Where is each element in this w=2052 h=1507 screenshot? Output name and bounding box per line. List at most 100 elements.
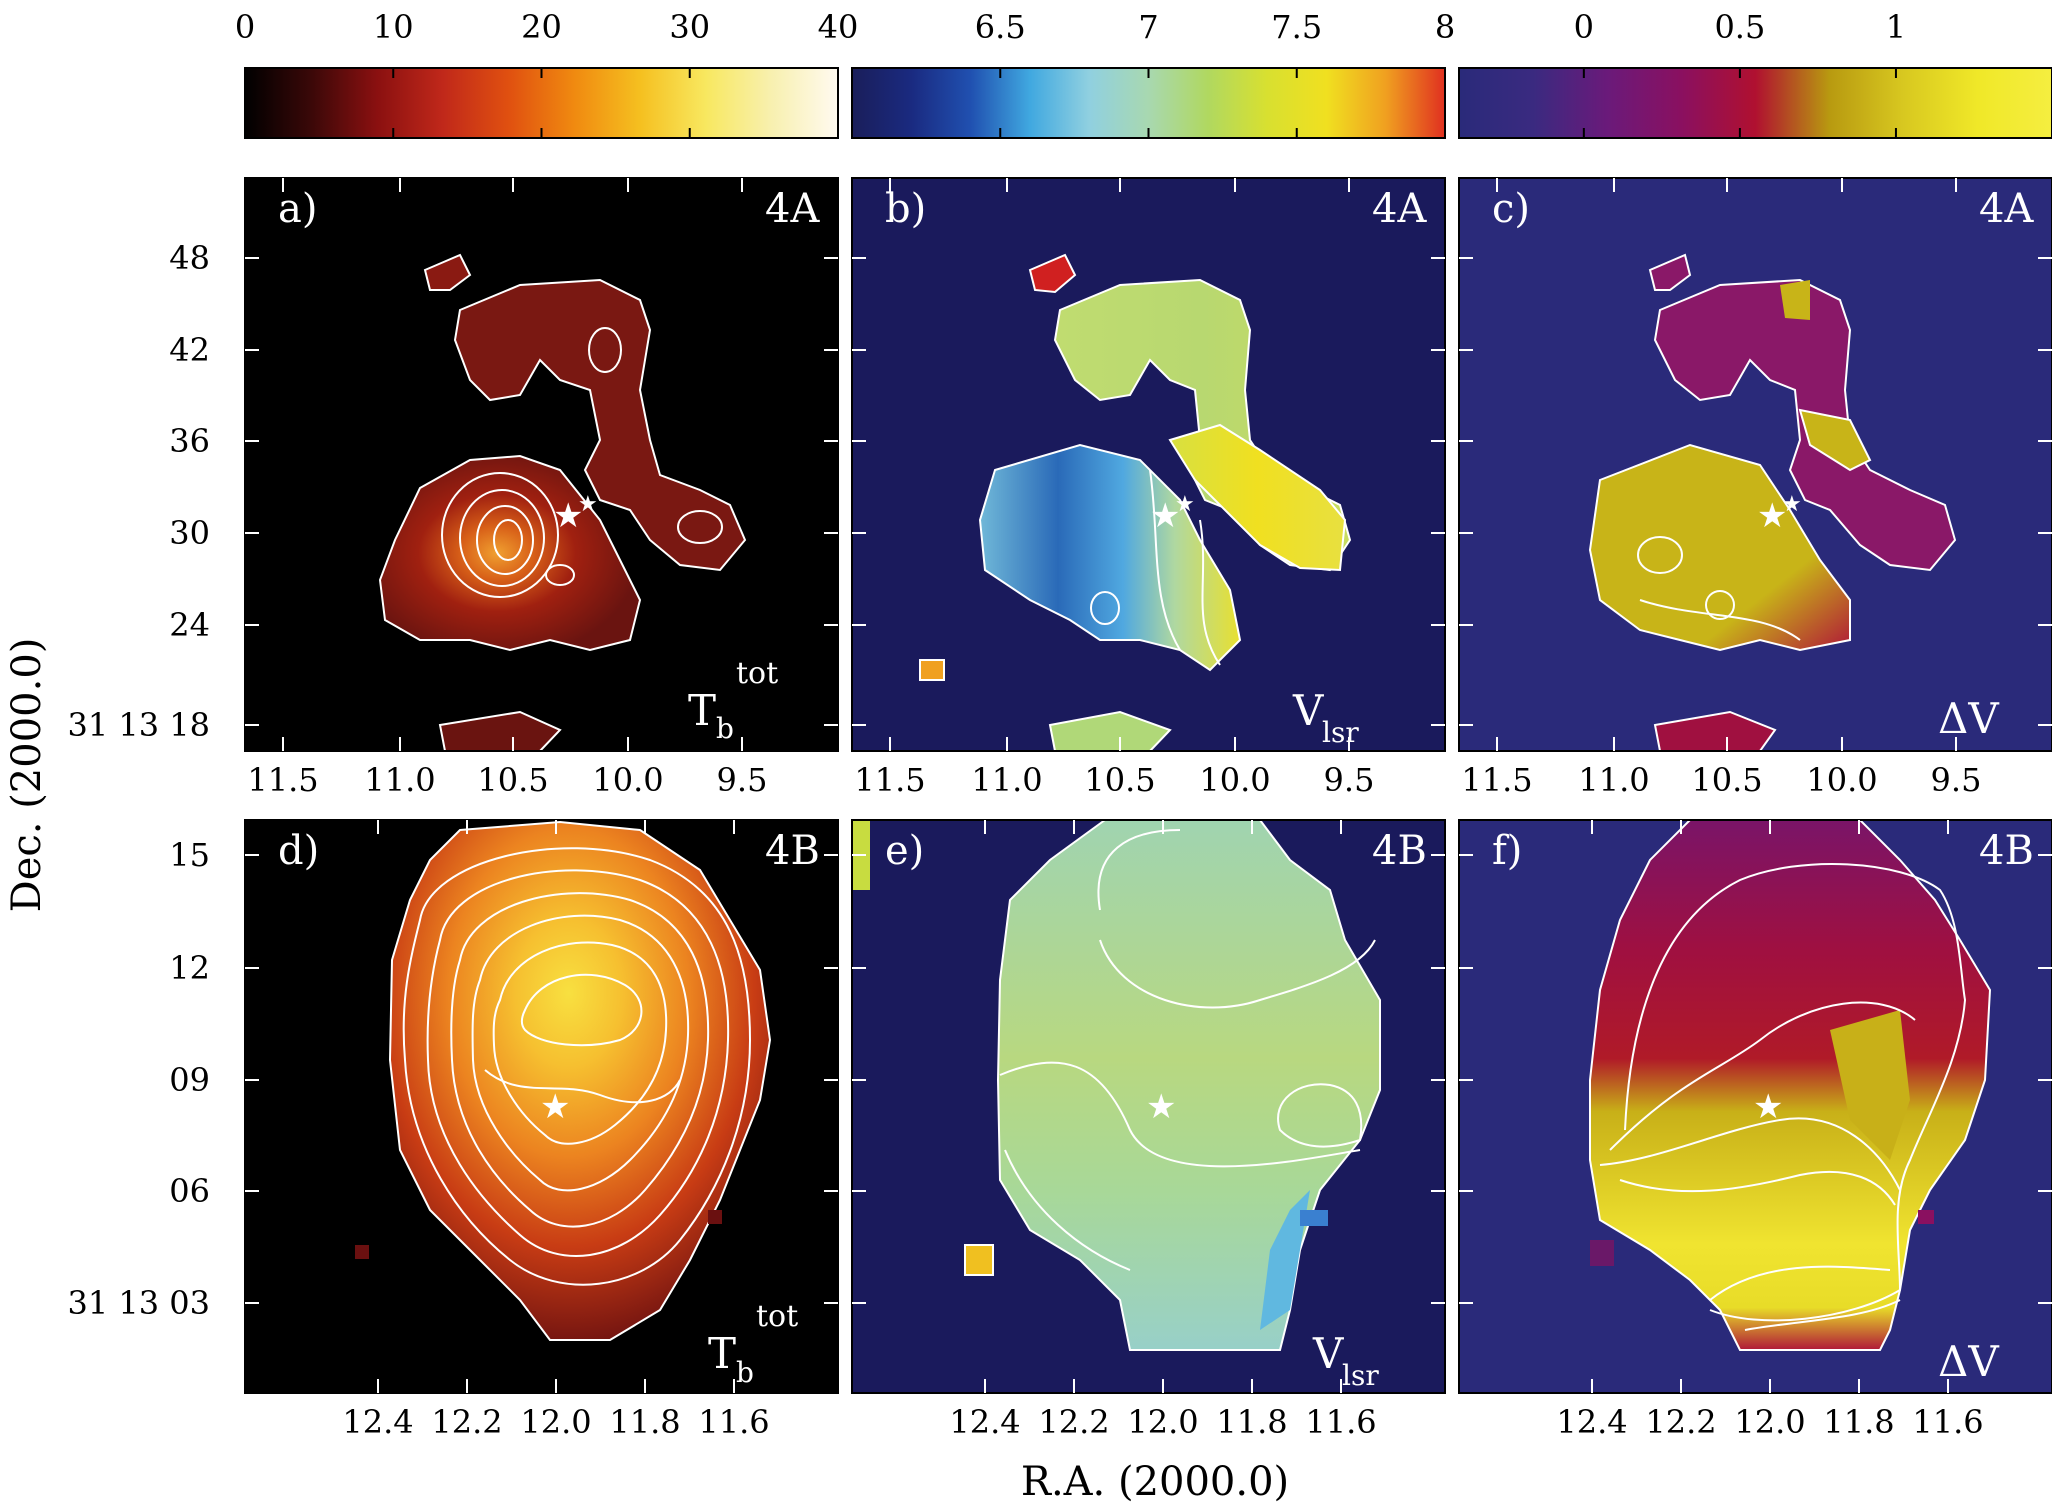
colorbar-tick-label: 6.5 <box>975 8 1026 46</box>
colorbar-tick-label: 8 <box>1435 8 1455 46</box>
panel-d: ★ d) 4B T b tot <box>244 819 839 1394</box>
panel-c-frame <box>1458 177 2052 752</box>
colorbar-tick-label: 0.5 <box>1714 8 1765 46</box>
ra-tick-label: 11.0 <box>971 761 1042 799</box>
tb-sup-a: tot <box>736 656 778 691</box>
panel-c-contours <box>1637 536 1801 641</box>
panel-b-map: ★ ★ <box>919 253 1352 751</box>
ra-tick-label: 11.6 <box>698 1403 769 1441</box>
panel-e-emission <box>996 820 1381 1351</box>
colorbar-tick-label: 30 <box>669 8 710 46</box>
panel-a-emission-arc <box>453 278 747 572</box>
ra-tick-label: 10.0 <box>592 761 663 799</box>
panel-c-map: ★ ★ <box>1588 253 1957 751</box>
panel-f-contours <box>1599 863 1967 1331</box>
panel-d-quantity: T b tot <box>708 1299 798 1389</box>
panel-f-pixel <box>1590 1240 1614 1266</box>
ra-tick-label: 11.5 <box>1461 761 1532 799</box>
ra-tick-label: 10.0 <box>1806 761 1877 799</box>
colorbar-0: 0 10 20 30 40 <box>235 8 858 139</box>
panel-f: ★ f) 4B ΔV <box>1458 819 2052 1394</box>
panel-a-map: ★ ★ <box>378 253 747 751</box>
panel-c-clump <box>1648 253 1692 291</box>
vlsr-sub-e: lsr <box>1342 1359 1379 1392</box>
panel-c-patch-top <box>1780 280 1810 320</box>
panel-b-letter: b) <box>885 186 926 232</box>
y-axis-title: Dec. (2000.0) <box>4 638 50 913</box>
panel-b-star-small: ★ <box>1175 492 1195 517</box>
tb-sup-d: tot <box>756 1299 798 1334</box>
colorbar-tick-label: 10 <box>373 8 414 46</box>
panel-d-contours <box>402 847 752 1286</box>
ra-tick-label: 11.5 <box>247 761 318 799</box>
panel-b-background <box>852 178 1445 751</box>
panel-d-star: ★ <box>540 1087 570 1127</box>
panel-e-frame <box>851 819 1446 1394</box>
ra-tick-label: 10.5 <box>477 761 548 799</box>
panel-b-quantity: V lsr <box>1292 686 1359 749</box>
ra-tick-label: 9.5 <box>1931 761 1982 799</box>
ra-tick-label: 12.2 <box>1645 1403 1716 1441</box>
colorbar-2-ramp <box>1458 67 2052 139</box>
panel-c-emission-main <box>1588 443 1851 652</box>
ra-tick-label: 11.0 <box>1578 761 1649 799</box>
colorbar-1: 6.5 7 7.5 8 <box>851 8 1455 139</box>
x-axis-title: R.A. (2000.0) <box>1021 1459 1289 1505</box>
vlsr-main-e: V <box>1312 1329 1344 1378</box>
panel-a-clump-bottom <box>438 710 562 751</box>
panel-a-frame <box>244 177 839 752</box>
panel-f-quantity: ΔV <box>1938 1337 1999 1386</box>
dec-tick-label: 30 <box>169 514 210 552</box>
panel-c-star: ★ <box>1757 496 1787 536</box>
dec-tick-label: 31 13 03 <box>68 1284 211 1322</box>
panel-b: ★ ★ b) 4A V lsr <box>851 177 1446 752</box>
panel-f-pixel-2 <box>1918 1210 1934 1224</box>
panel-a-quantity: T b tot <box>688 656 778 745</box>
panel-e: ★ e) 4B V lsr <box>851 819 1446 1394</box>
panel-c-clump-bottom <box>1653 710 1777 751</box>
dec-tick-label: 42 <box>169 331 210 369</box>
panel-e-pixel <box>1300 1210 1328 1226</box>
colorbar-1-ramp <box>851 67 1446 139</box>
panel-d-frame <box>244 819 839 1394</box>
panel-a-contours <box>441 327 723 598</box>
panel-a-region: 4A <box>765 186 820 232</box>
panel-b-pixel <box>919 659 945 681</box>
ra-tick-label: 9.5 <box>717 761 768 799</box>
ra-tick-label: 12.2 <box>431 1403 502 1441</box>
ra-tick-label: 10.5 <box>1084 761 1155 799</box>
ra-tick-label: 11.5 <box>854 761 925 799</box>
dec-tick-label: 31 13 18 <box>68 706 211 744</box>
panel-e-map: ★ <box>852 820 1381 1351</box>
panel-a: ★ ★ a) 4A T b tot <box>244 177 839 752</box>
panel-b-contours <box>1090 469 1221 666</box>
panel-c: ★ ★ c) 4A ΔV <box>1458 177 2052 752</box>
colorbar-tick-label: 1 <box>1886 8 1906 46</box>
panel-e-region: 4B <box>1372 828 1427 874</box>
panel-f-frame <box>1458 819 2052 1394</box>
ra-tick-label: 11.8 <box>1823 1403 1894 1441</box>
colorbar-2: 0 0.5 1 <box>1458 8 2052 139</box>
colorbar-tick-label: 0 <box>1574 8 1594 46</box>
ra-tick-label: 11.8 <box>1216 1403 1287 1441</box>
ra-tick-label: 11.0 <box>364 761 435 799</box>
panel-e-star: ★ <box>1146 1087 1176 1127</box>
panel-f-star: ★ <box>1753 1087 1783 1127</box>
panel-f-region: 4B <box>1979 828 2034 874</box>
panel-d-map: ★ <box>355 820 772 1341</box>
ra-tick-label: 12.0 <box>520 1403 591 1441</box>
panel-e-letter: e) <box>885 828 924 874</box>
dec-tick-label: 48 <box>169 239 210 277</box>
panel-b-star: ★ <box>1150 496 1180 536</box>
dec-tick-label: 06 <box>169 1172 210 1210</box>
tb-sub-a: b <box>716 712 734 745</box>
dec-tick-label: 24 <box>169 606 210 644</box>
panel-f-map: ★ <box>1589 820 1992 1351</box>
panel-b-clump <box>1028 253 1077 294</box>
panel-e-quantity: V lsr <box>1312 1329 1379 1392</box>
ra-tick-label: 12.4 <box>342 1403 413 1441</box>
panel-b-emission-east <box>1168 423 1347 572</box>
ra-tick-label: 9.5 <box>1324 761 1375 799</box>
panel-f-letter: f) <box>1492 828 1522 874</box>
